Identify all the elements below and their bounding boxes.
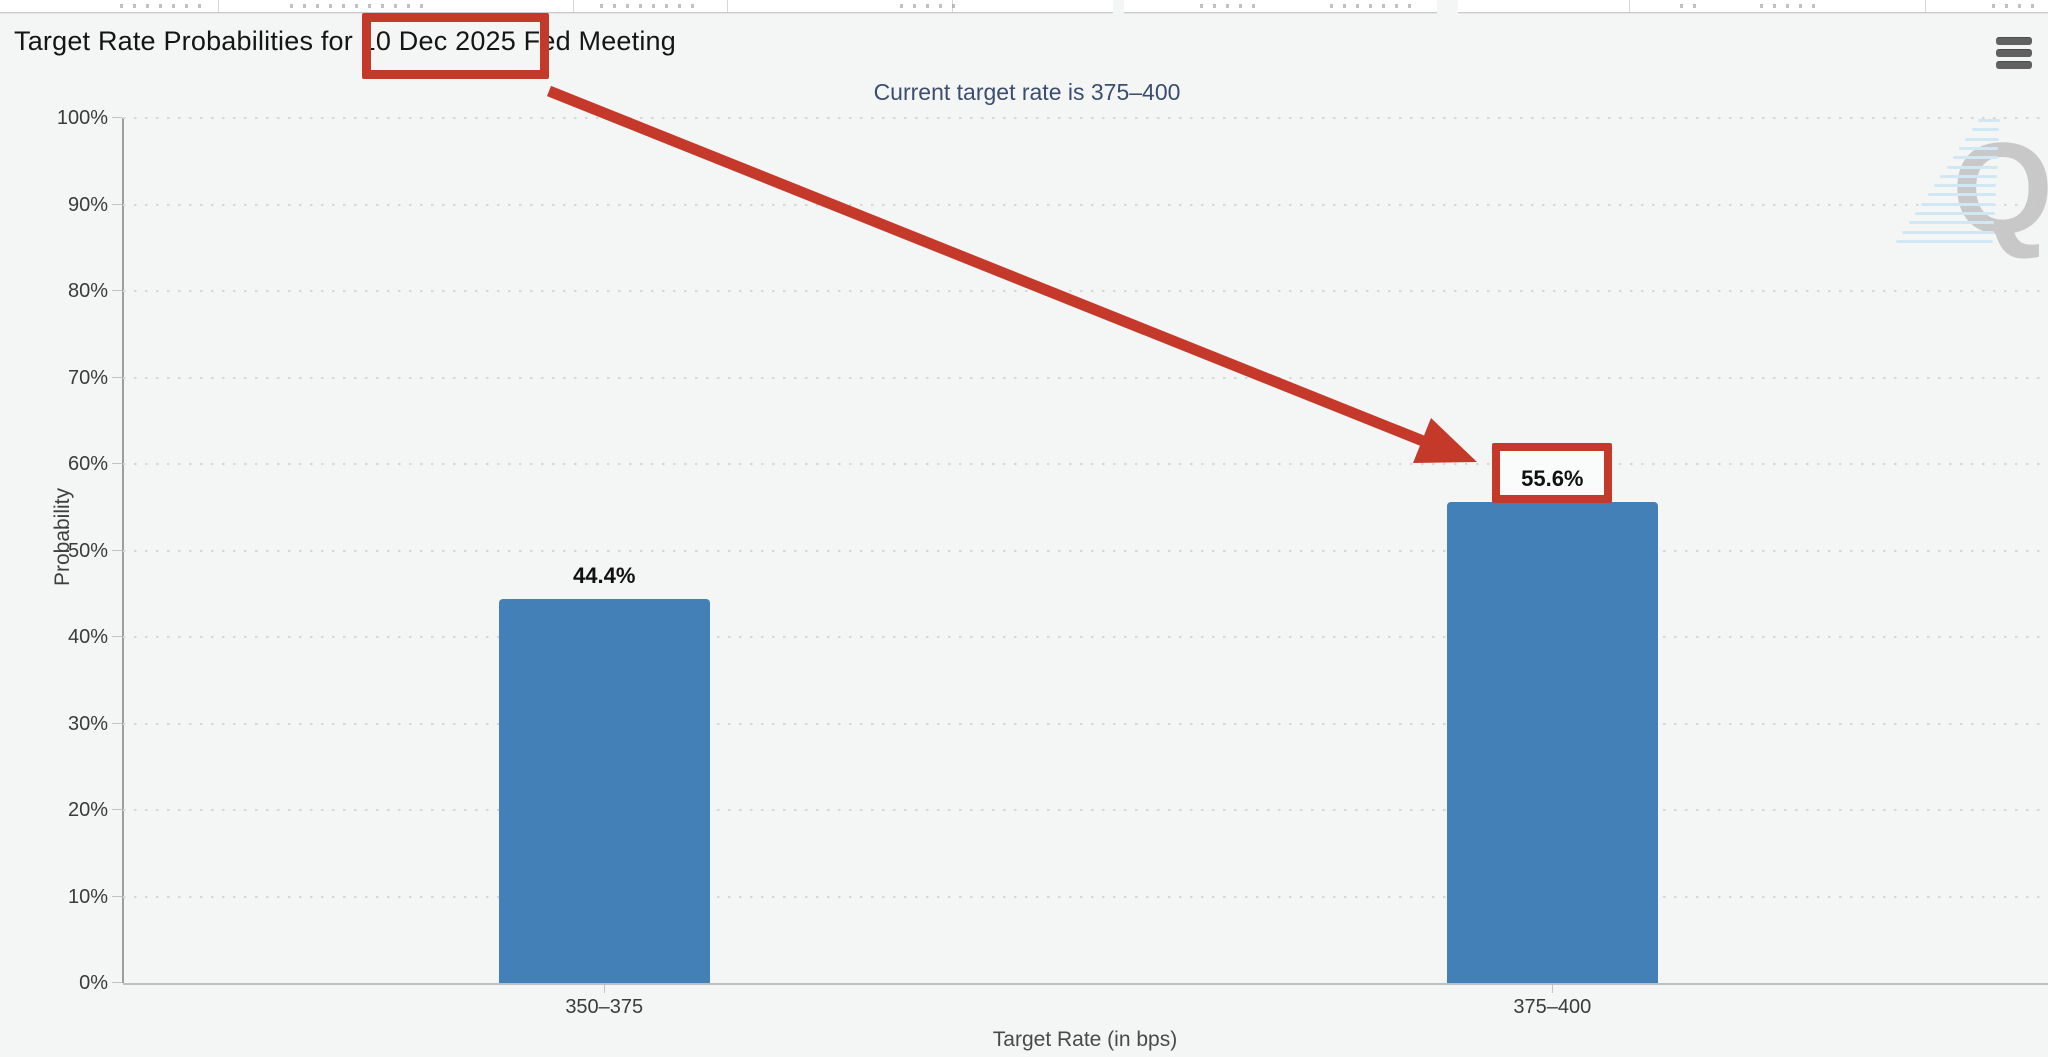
hamburger-icon bbox=[1996, 49, 2032, 57]
probability-bar[interactable] bbox=[1446, 502, 1658, 983]
y-axis-tick-label: 80% bbox=[67, 280, 108, 302]
table-strip-separator bbox=[1629, 0, 1630, 12]
table-strip-text-fragment bbox=[120, 4, 210, 8]
y-axis-tick-label: 100% bbox=[56, 107, 108, 129]
table-strip-separator bbox=[1925, 0, 1926, 12]
gridline bbox=[123, 549, 2048, 552]
gridline bbox=[123, 117, 2048, 119]
watermark-stripe bbox=[1902, 230, 1994, 234]
gridline bbox=[123, 895, 2048, 898]
x-axis-tick bbox=[604, 985, 606, 993]
watermark-stripe bbox=[1946, 165, 1998, 169]
table-strip-text-fragment bbox=[1680, 4, 1702, 8]
plot-area: 44.4% 55.6% bbox=[123, 117, 2048, 983]
gridline bbox=[123, 376, 2048, 379]
x-axis-title: Target Rate (in bps) bbox=[992, 1028, 1178, 1051]
watermark-stripe bbox=[1921, 202, 1996, 206]
table-strip-text-fragment bbox=[600, 4, 695, 8]
cropped-table-strip bbox=[0, 0, 2048, 13]
x-axis-tick bbox=[1552, 985, 1554, 993]
y-axis-tick bbox=[112, 895, 122, 897]
watermark-stripe bbox=[1933, 184, 1997, 188]
watermark-stripe bbox=[1927, 193, 1996, 197]
x-axis-line bbox=[123, 983, 2048, 985]
y-axis-tick bbox=[112, 809, 122, 810]
y-axis-tick bbox=[112, 549, 122, 551]
x-axis-category-label: 350–375 bbox=[565, 996, 644, 1018]
chart-title: Target Rate Probabilities for 10 Dec 202… bbox=[14, 26, 676, 56]
y-axis-tick bbox=[112, 290, 122, 291]
y-axis-tick-label: 50% bbox=[67, 539, 108, 562]
y-axis-tick-label: 20% bbox=[67, 799, 108, 821]
watermark-stripe bbox=[1965, 137, 1999, 141]
watermark-stripe bbox=[1915, 212, 1995, 215]
probability-bar[interactable] bbox=[498, 598, 710, 983]
table-strip-separator bbox=[218, 0, 219, 12]
y-axis-tick bbox=[112, 463, 122, 464]
probability-annotation-box bbox=[1492, 443, 1612, 503]
table-strip-text-fragment bbox=[900, 4, 960, 8]
table-strip-text-fragment bbox=[1760, 4, 1815, 8]
y-axis-tick-label: 30% bbox=[67, 712, 108, 735]
y-axis-tick-label: 70% bbox=[67, 366, 108, 389]
table-strip-panel bbox=[0, 0, 1113, 13]
y-axis-tick-label: 0% bbox=[79, 972, 108, 994]
y-axis-tick-label: 10% bbox=[67, 885, 108, 908]
y-axis-tick bbox=[112, 636, 122, 637]
watermark-stripe bbox=[1971, 128, 2000, 132]
watermark-stripe bbox=[1978, 119, 2000, 122]
watermark-stripe bbox=[1908, 221, 1995, 225]
y-axis-tick-label: 40% bbox=[67, 626, 108, 648]
quikstrike-watermark: Q bbox=[1880, 95, 2048, 275]
table-strip-panel bbox=[1124, 0, 1437, 13]
bar-value-label: 44.4% bbox=[573, 562, 636, 588]
gridline bbox=[123, 290, 2048, 292]
bar-value-label: 55.6% bbox=[1521, 466, 1584, 492]
table-strip-text-fragment bbox=[1200, 4, 1255, 8]
hamburger-icon bbox=[1996, 61, 2032, 69]
table-strip-panel bbox=[1458, 0, 2048, 13]
watermark-stripe bbox=[1940, 174, 1997, 178]
hamburger-icon bbox=[1996, 37, 2032, 45]
y-axis-tick bbox=[112, 117, 122, 118]
table-strip-text-fragment bbox=[290, 4, 430, 8]
chart-context-menu-button[interactable] bbox=[1996, 34, 2038, 72]
table-strip-text-fragment bbox=[1330, 4, 1420, 8]
y-axis-tick bbox=[112, 722, 122, 724]
y-axis-tick bbox=[112, 203, 122, 205]
table-strip-text-fragment bbox=[1992, 4, 2042, 8]
y-axis-tick bbox=[112, 982, 122, 983]
gridline bbox=[123, 463, 2048, 465]
gridline bbox=[123, 809, 2048, 811]
watermark-stripe bbox=[1952, 156, 1998, 160]
y-axis-tick bbox=[112, 376, 122, 378]
table-strip-separator bbox=[573, 0, 574, 12]
y-axis-title: Probability bbox=[51, 487, 75, 587]
meeting-date-annotation-box bbox=[362, 13, 549, 79]
watermark-stripe bbox=[1896, 239, 1994, 243]
table-strip-separator bbox=[727, 0, 728, 12]
gridline bbox=[123, 203, 2048, 206]
watermark-stripe bbox=[1959, 146, 1999, 150]
gridline bbox=[123, 722, 2048, 725]
x-axis-category-label: 375–400 bbox=[1513, 996, 1592, 1018]
y-axis-tick-label: 90% bbox=[67, 193, 108, 216]
y-axis-tick-label: 60% bbox=[67, 453, 108, 475]
chart-subtitle: Current target rate is 375–400 bbox=[873, 79, 1181, 105]
gridline bbox=[123, 636, 2048, 638]
